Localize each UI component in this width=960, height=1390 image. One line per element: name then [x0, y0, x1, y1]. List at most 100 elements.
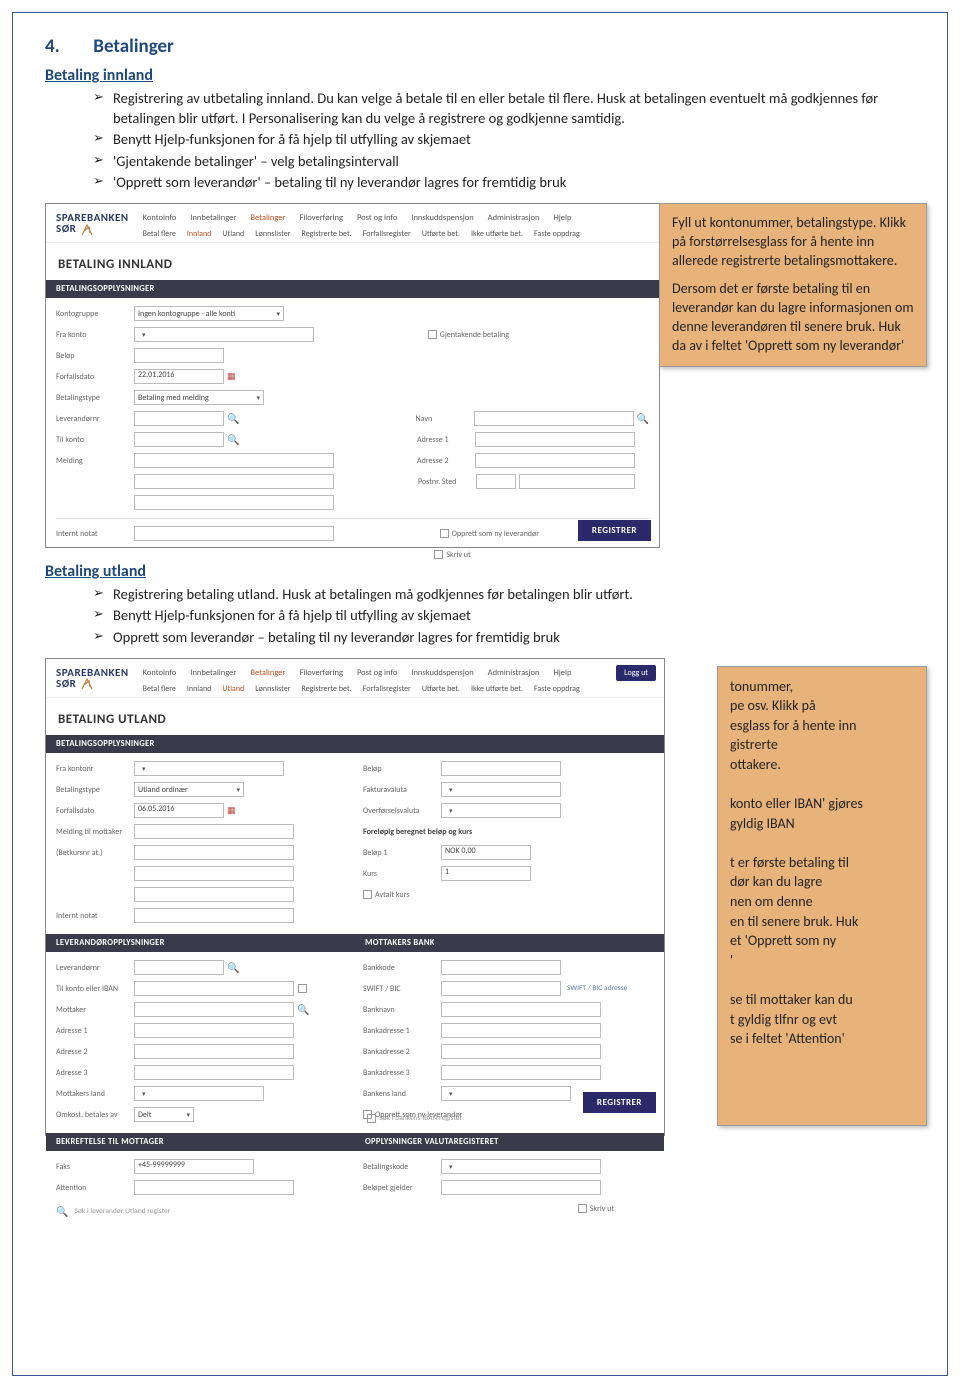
nav-item[interactable]: Kontoinfo	[143, 668, 177, 678]
input-forfall[interactable]: 06.05.2016	[134, 803, 224, 818]
subnav-item[interactable]: Registrerte bet.	[301, 684, 351, 694]
input-sted[interactable]	[519, 474, 635, 489]
input-melding3[interactable]	[134, 495, 334, 510]
input-levnr[interactable]	[134, 960, 224, 975]
link-swift[interactable]: SWIFT / BIC adresse	[567, 984, 627, 993]
input-forfall[interactable]: 22.01.2016	[134, 369, 224, 384]
nav-item[interactable]: Innbetalinger	[190, 668, 236, 678]
input-faks[interactable]: +45-99999999	[134, 1159, 254, 1174]
search-icon[interactable]: 🔍	[297, 1003, 309, 1016]
calendar-icon[interactable]: ▦	[227, 371, 236, 382]
select-betkode[interactable]	[441, 1159, 601, 1174]
input-att[interactable]	[134, 1180, 294, 1195]
input-tilkonto[interactable]	[134, 432, 224, 447]
subnav-item[interactable]: Faste oppdrag	[534, 684, 580, 694]
select-overfvaluta[interactable]	[441, 803, 561, 818]
nav-item[interactable]: Post og info	[357, 668, 397, 678]
nav-item[interactable]: Filoverføring	[299, 668, 343, 678]
link-search-lev[interactable]: Søk i leverandør Utland register	[74, 1207, 170, 1216]
input-adr1[interactable]	[475, 432, 635, 447]
select-land[interactable]	[134, 1086, 264, 1101]
input-internt[interactable]	[134, 908, 294, 923]
logout-button[interactable]: Logg ut	[616, 665, 656, 681]
select-bland[interactable]	[441, 1086, 571, 1101]
subnav-item[interactable]: Registrerte bet.	[301, 229, 351, 239]
select-omk[interactable]: Delt	[134, 1107, 194, 1122]
input-ladr2[interactable]	[134, 1044, 294, 1059]
check-gjentakende[interactable]: Gjentakende betaling	[428, 330, 509, 340]
nav-item[interactable]: Hjelp	[553, 668, 571, 678]
check-skrivut[interactable]: Skriv ut	[434, 550, 470, 560]
input-gjelder[interactable]	[441, 1180, 601, 1195]
subnav-item[interactable]: Utførte bet.	[422, 684, 460, 694]
nav-item[interactable]: Filoverføring	[299, 213, 343, 223]
subnav-item-active[interactable]: Utland	[222, 684, 244, 694]
input-banknavn[interactable]	[441, 1002, 601, 1017]
calendar-icon[interactable]: ▦	[227, 805, 236, 816]
check-skriv[interactable]: Skriv ut	[578, 1204, 614, 1214]
input-tilkonto-iban[interactable]	[134, 981, 294, 996]
select-bettype[interactable]: Betaling med melding	[134, 390, 264, 405]
subnav-item[interactable]: Faste oppdrag	[534, 229, 580, 239]
nav-item-active[interactable]: Betalinger	[250, 668, 285, 678]
input-bankkode[interactable]	[441, 960, 561, 975]
input-badr1[interactable]	[441, 1023, 601, 1038]
subnav-item[interactable]: Lønnslister	[255, 229, 290, 239]
check-opprett[interactable]: Opprett som ny leverandør	[440, 529, 539, 539]
subnav-item[interactable]: Utførte bet.	[422, 229, 460, 239]
subnav-item[interactable]: Ikke utførte bet.	[471, 229, 523, 239]
search-icon[interactable]: 🔍	[56, 1205, 68, 1218]
nav-item[interactable]: Administrasjon	[488, 668, 540, 678]
subnav-item-active[interactable]: Innland	[187, 229, 212, 239]
nav-item[interactable]: Hjelp	[553, 213, 571, 223]
subnav-item[interactable]: Innland	[187, 684, 212, 694]
search-icon[interactable]: 🔍	[227, 433, 239, 446]
subnav-item[interactable]: Ikke utførte bet.	[471, 684, 523, 694]
input-melding2[interactable]	[134, 845, 294, 860]
search-icon[interactable]: 🔍	[227, 412, 239, 425]
input-swift[interactable]	[441, 981, 561, 996]
search-icon[interactable]: 🔍	[227, 961, 239, 974]
link-search-iban[interactable]: Søk i bankens IBAN register	[367, 1114, 462, 1123]
subnav-item[interactable]: Utland	[222, 229, 244, 239]
nav-item[interactable]: Post og info	[357, 213, 397, 223]
input-badr2[interactable]	[441, 1044, 601, 1059]
input-ladr1[interactable]	[134, 1023, 294, 1038]
nav-item-active[interactable]: Betalinger	[250, 213, 285, 223]
subnav-item[interactable]: Lønnslister	[255, 684, 290, 694]
subnav-item[interactable]: Forfallsregister	[363, 229, 411, 239]
input-melding[interactable]	[134, 824, 294, 839]
nav-item[interactable]: Kontoinfo	[143, 213, 177, 223]
input-adr2[interactable]	[475, 453, 635, 468]
subnav-item[interactable]: Betal flere	[143, 684, 176, 694]
register-button[interactable]: REGISTRER	[583, 1092, 656, 1113]
subnav-item[interactable]: Betal flere	[143, 229, 176, 239]
nav-item[interactable]: Innbetalinger	[190, 213, 236, 223]
input-melding2[interactable]	[134, 474, 334, 489]
register-button[interactable]: REGISTRER	[578, 520, 651, 541]
input-mottaker[interactable]	[134, 1002, 294, 1017]
input-ladr3[interactable]	[134, 1065, 294, 1080]
input-belop[interactable]	[134, 348, 224, 363]
select-kontogruppe[interactable]: Ingen kontogruppe - alle konti	[134, 306, 284, 321]
select-frakonto[interactable]	[134, 327, 314, 342]
input-badr3[interactable]	[441, 1065, 601, 1080]
select-frakontonr[interactable]	[134, 761, 284, 776]
nav-item[interactable]: Innskuddspensjon	[411, 213, 473, 223]
subnav-item[interactable]: Forfallsregister	[363, 684, 411, 694]
input-postnr[interactable]	[476, 474, 516, 489]
input-navn[interactable]	[474, 411, 634, 426]
input-melding3[interactable]	[134, 866, 294, 881]
input-belop[interactable]	[441, 761, 561, 776]
nav-item[interactable]: Administrasjon	[488, 213, 540, 223]
check-iban[interactable]	[298, 984, 307, 993]
select-bettype[interactable]: Utland ordinær	[134, 782, 244, 797]
input-levnr[interactable]	[134, 411, 224, 426]
search-icon[interactable]: 🔍	[637, 412, 649, 425]
select-faktvaluta[interactable]	[441, 782, 561, 797]
input-belop1[interactable]: NOK 0,00	[441, 845, 531, 860]
nav-item[interactable]: Innskuddspensjon	[411, 668, 473, 678]
input-melding4[interactable]	[134, 887, 294, 902]
check-avtalt[interactable]: Avtalt kurs	[363, 890, 409, 900]
input-kurs[interactable]: 1	[441, 866, 531, 881]
